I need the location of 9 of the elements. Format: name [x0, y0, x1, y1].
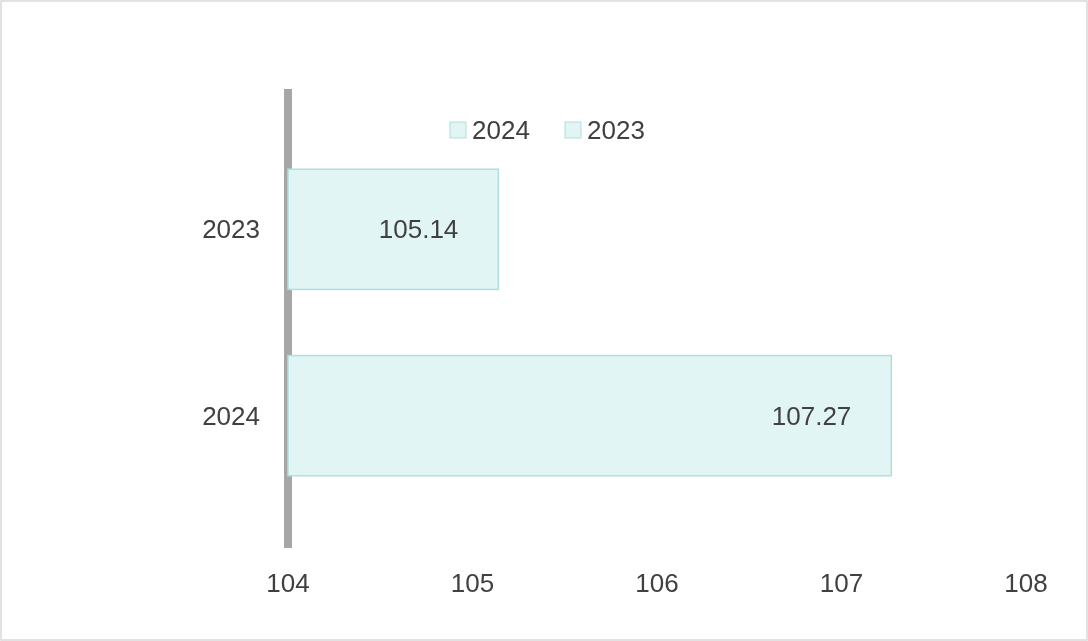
- x-tick-label: 105: [450, 568, 495, 598]
- x-tick-label: 106: [635, 568, 679, 598]
- data-label: 105.14: [378, 214, 459, 245]
- x-tick-label: 108: [1004, 568, 1048, 598]
- legend-label: 2023: [587, 115, 645, 145]
- x-tick-label: 107: [819, 568, 864, 598]
- data-label: 107.27: [771, 400, 852, 431]
- legend-label: 2024: [472, 115, 530, 145]
- x-tick-label: 104: [266, 568, 310, 598]
